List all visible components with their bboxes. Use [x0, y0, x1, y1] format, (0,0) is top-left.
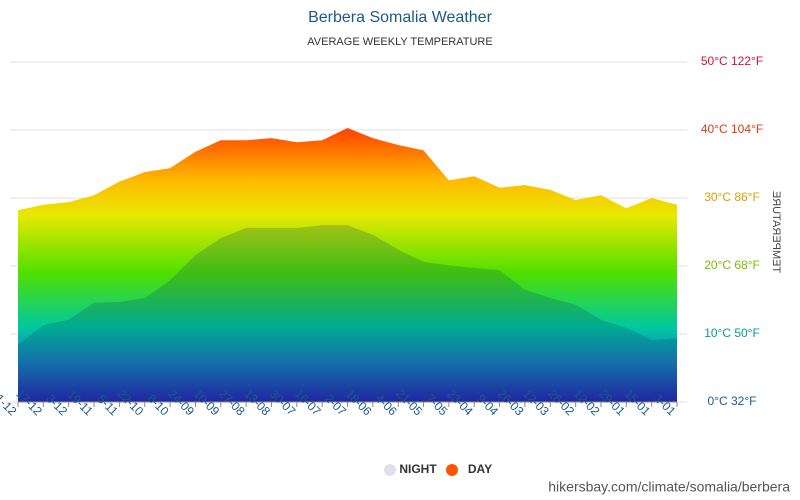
x-tick-label: 31-12: [0, 387, 20, 419]
night-area: [18, 225, 677, 402]
y-tick-label: 50°C 122°F: [701, 54, 763, 68]
night-shade: [18, 225, 677, 402]
legend-marker: [384, 464, 396, 476]
source: hikersbay.com/climate/somalia/berbera: [548, 479, 790, 495]
y-tick-label: 20°C 68°F: [704, 258, 760, 272]
y-tick-label: 0°C 32°F: [708, 394, 757, 408]
chart-subtitle: AVERAGE WEEKLY TEMPERATURE: [307, 36, 492, 48]
legend-marker: [446, 464, 458, 476]
chart-title: Berbera Somalia Weather: [308, 9, 492, 26]
y-tick-label: 30°C 86°F: [704, 190, 760, 204]
legend-label: DAY: [468, 462, 492, 476]
legend-label: NIGHT: [399, 462, 437, 476]
y-tick-label: 10°C 50°F: [704, 326, 760, 340]
y-tick-label: 40°C 104°F: [701, 122, 763, 136]
y-axis-title: TEMPERATURE: [770, 191, 782, 273]
